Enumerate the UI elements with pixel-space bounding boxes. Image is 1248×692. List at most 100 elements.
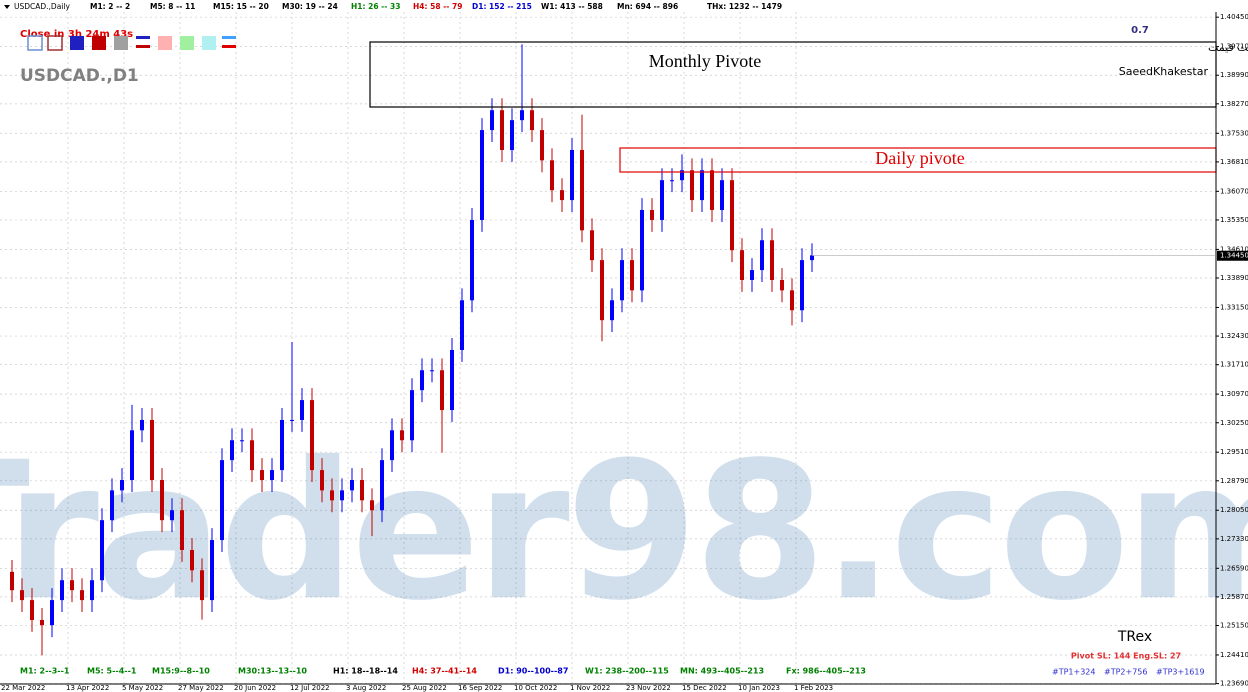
chart-name: USDCAD.,D1 (20, 66, 139, 86)
candle-body (210, 540, 214, 601)
timeframe-stat: M30: 19 -- 24 (282, 2, 338, 11)
y-tick-label: 1.33890 (1220, 274, 1248, 282)
x-tick-label: 10 Oct 2022 (514, 684, 557, 692)
y-tick-label: 1.28050 (1220, 506, 1248, 514)
last-price-box (1217, 250, 1248, 261)
candle-body (520, 110, 524, 121)
x-tick-label: 5 May 2022 (122, 684, 163, 692)
icon[interactable] (70, 36, 84, 50)
candle-body (630, 260, 634, 291)
y-tick-label: 1.29510 (1220, 448, 1248, 456)
trex: TRex (1117, 629, 1152, 645)
candle-body (500, 110, 504, 150)
timeframe-stat: M15: 15 -- 20 (213, 2, 269, 11)
author: SaeedKhakestar (1119, 65, 1209, 78)
icon[interactable] (222, 36, 236, 39)
icon[interactable] (27, 35, 43, 51)
candle-body (150, 419, 154, 481)
candle-body (590, 230, 594, 261)
icon[interactable] (114, 36, 128, 50)
take-profit: #TP1+324 (1052, 668, 1095, 677)
candle-body (570, 149, 574, 201)
candle-body (620, 260, 624, 301)
candle-body (420, 370, 424, 391)
y-tick-label: 1.25150 (1220, 622, 1248, 630)
take-profit: #TP3+1619 (1156, 668, 1205, 677)
icon[interactable] (47, 35, 63, 51)
y-tick-label: 1.32430 (1220, 332, 1248, 340)
candle-body (460, 300, 464, 350)
timeframe-stat: Mn: 694 -- 896 (617, 2, 678, 11)
candle-body (640, 210, 644, 291)
icon[interactable] (180, 36, 194, 50)
candle-body (240, 440, 244, 442)
y-tick-label: 1.24410 (1220, 651, 1248, 659)
candle-body (270, 470, 274, 481)
timeframe-stat: M5: 8 -- 11 (150, 2, 195, 11)
footer-stat: H1: 18--18--14 (333, 667, 398, 676)
footer-stat: Fx: 986--405--213 (786, 667, 866, 676)
candle-body (470, 219, 474, 301)
footer-stat: W1: 238--200--115 (585, 667, 669, 676)
candle-body (750, 270, 754, 281)
footer-stat: M30:13--13--10 (238, 667, 307, 676)
candle-body (380, 460, 384, 511)
y-tick-label: 1.36070 (1220, 187, 1248, 195)
x-tick-label: 1 Nov 2022 (570, 684, 610, 692)
candle-body (440, 370, 444, 411)
candle-body (760, 240, 764, 271)
timeframe-stat: W1: 413 -- 588 (541, 2, 603, 11)
candle-body (700, 170, 704, 201)
candle-body (320, 470, 324, 491)
candle-body (220, 460, 224, 541)
candle-body (330, 490, 334, 501)
icon[interactable] (136, 36, 150, 39)
candle-body (280, 419, 284, 471)
candle-body (720, 180, 724, 211)
icon[interactable] (158, 36, 172, 50)
last-price-label: 1.34450 (1220, 252, 1248, 260)
icon[interactable] (202, 36, 216, 50)
candle-body (300, 400, 304, 420)
y-tick-label: 1.36810 (1220, 158, 1248, 166)
candle-body (660, 180, 664, 220)
footer-stat: MN: 493--405--213 (680, 667, 764, 676)
candle-body (790, 290, 794, 311)
candle-body (250, 440, 254, 471)
y-tick-label: 1.38270 (1220, 100, 1248, 108)
candle-body (230, 440, 234, 461)
footer-stat: D1: 90--100--87 (498, 667, 568, 676)
icon[interactable] (136, 45, 150, 48)
footer-stat: M5: 5--4--1 (87, 667, 137, 676)
y-tick-label: 1.30970 (1220, 390, 1248, 398)
candle-body (100, 520, 104, 581)
candle-body (490, 110, 494, 131)
timeframe-stat: M1: 2 -- 2 (90, 2, 130, 11)
candle-body (40, 619, 44, 626)
candle-body (780, 280, 784, 291)
persian-title: رفتارشناسی حرکت قیمت (1208, 41, 1248, 54)
y-tick-label: 1.26590 (1220, 564, 1248, 572)
y-tick-label: 1.38990 (1220, 71, 1248, 79)
menu-arrow (4, 5, 10, 9)
x-tick-label: 12 Jul 2022 (290, 684, 330, 692)
candle-body (360, 480, 364, 501)
x-tick-label: 23 Nov 2022 (626, 684, 671, 692)
daily-pivot-label: Daily pivote (875, 148, 964, 168)
candle-body (710, 170, 714, 211)
y-tick-label: 1.27330 (1220, 535, 1248, 543)
candle-body (310, 400, 314, 471)
x-tick-label: 25 Aug 2022 (402, 684, 447, 692)
candle-body (730, 180, 734, 251)
y-tick-label: 1.37530 (1220, 129, 1248, 137)
y-tick-label: 1.30250 (1220, 419, 1248, 427)
candle-body (430, 370, 434, 372)
candle-body (510, 120, 514, 150)
icon[interactable] (222, 45, 236, 48)
candle-body (810, 255, 814, 261)
candle-body (170, 510, 174, 521)
candle-body (110, 490, 114, 521)
icon[interactable] (92, 36, 106, 50)
x-tick-label: 13 Apr 2022 (66, 684, 109, 692)
candle-body (560, 190, 564, 201)
